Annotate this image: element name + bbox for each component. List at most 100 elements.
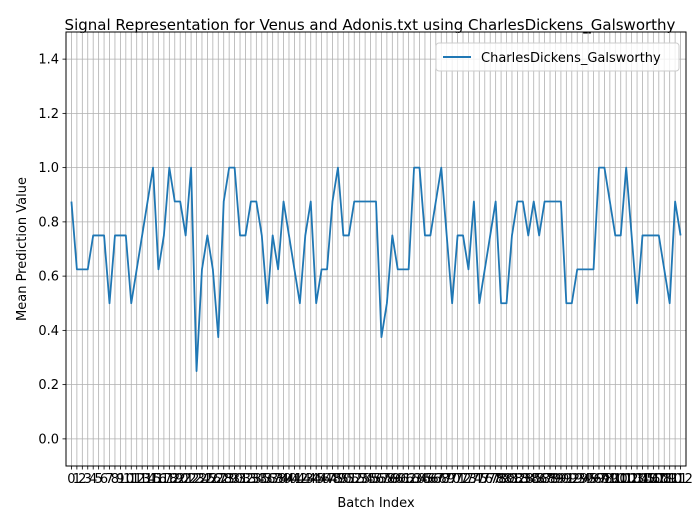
x-tick-label: 90 — [553, 472, 570, 487]
x-tick-label: 109 — [652, 472, 677, 487]
x-tick-label: 5 — [94, 472, 102, 487]
x-tick-label: 49 — [330, 472, 347, 487]
x-tick-label: 112 — [668, 472, 693, 487]
x-tick-label: 42 — [292, 472, 309, 487]
x-tick-label: 47 — [319, 472, 336, 487]
x-tick-label: 77 — [482, 472, 499, 487]
x-tick-label: 28 — [215, 472, 232, 487]
x-tick-label: 38 — [270, 472, 287, 487]
legend-box — [435, 42, 680, 72]
x-tick-label: 2 — [78, 472, 86, 487]
y-tick-label: 0.0 — [38, 432, 59, 447]
x-tick-label: 6 — [100, 472, 108, 487]
x-tick-label: 110 — [657, 472, 682, 487]
x-tick-label: 44 — [302, 472, 319, 487]
x-tick-label: 39 — [275, 472, 292, 487]
x-tick-label: 76 — [476, 472, 493, 487]
x-tick-label: 89 — [547, 472, 564, 487]
x-tick-label: 63 — [406, 472, 423, 487]
x-tick-label: 86 — [531, 472, 548, 487]
x-tick-label: 96 — [585, 472, 602, 487]
y-tick-label: 1.4 — [38, 53, 59, 68]
x-tick-label: 53 — [351, 472, 368, 487]
series-layer — [70, 166, 682, 372]
x-tick-label: 106 — [636, 472, 661, 487]
x-tick-label: 10 — [118, 472, 135, 487]
x-tick-label: 20 — [172, 472, 189, 487]
x-tick-label: 75 — [471, 472, 488, 487]
x-tick-label: 1 — [73, 472, 81, 487]
x-tick-label: 97 — [591, 472, 608, 487]
y-tick-label: 0.4 — [38, 324, 59, 339]
x-tick-label: 71 — [449, 472, 466, 487]
x-tick-label: 29 — [221, 472, 238, 487]
x-tick-label: 56 — [368, 472, 385, 487]
x-tick-label: 69 — [438, 472, 455, 487]
x-tick-label: 80 — [498, 472, 515, 487]
x-tick-label: 40 — [281, 472, 298, 487]
x-tick-label: 59 — [384, 472, 401, 487]
x-tick-label: 79 — [493, 472, 510, 487]
x-tick-label: 84 — [520, 472, 537, 487]
x-tick-label: 68 — [433, 472, 450, 487]
x-tick-label: 9 — [116, 472, 124, 487]
y-tick-label: 1.2 — [38, 107, 59, 122]
x-tick-label: 85 — [525, 472, 542, 487]
x-tick-label: 30 — [226, 472, 243, 487]
x-tick-label: 58 — [379, 472, 396, 487]
x-tick-label: 65 — [417, 472, 434, 487]
x-tick-label: 83 — [515, 472, 532, 487]
y-tick-label: 0.8 — [38, 215, 59, 230]
series-line — [70, 166, 682, 372]
x-tick-label: 67 — [428, 472, 445, 487]
x-tick-label: 8 — [111, 472, 119, 487]
x-tick-label: 3 — [84, 472, 92, 487]
x-tick-label: 52 — [346, 472, 363, 487]
x-tick-label: 11 — [123, 472, 140, 487]
x-tick-label: 94 — [574, 472, 591, 487]
x-tick-label: 99 — [602, 472, 619, 487]
legend: CharlesDickens_Galsworthy — [435, 42, 680, 72]
x-tick-label: 27 — [210, 472, 227, 487]
x-tick-label: 41 — [286, 472, 303, 487]
x-tick-label: 91 — [558, 472, 575, 487]
legend-label: CharlesDickens_Galsworthy — [481, 51, 661, 66]
x-axis-ticks: 0123456789101112131415161718192021222324… — [67, 466, 693, 487]
y-axis-ticks: 0.0 0.2 0.4 0.6 0.8 1.0 1.2 1.4 — [38, 53, 66, 447]
x-tick-label: 4 — [89, 472, 97, 487]
x-tick-label: 31 — [232, 472, 249, 487]
x-tick-label: 19 — [166, 472, 183, 487]
x-tick-label: 60 — [389, 472, 406, 487]
x-tick-label: 33 — [243, 472, 260, 487]
x-tick-label: 102 — [614, 472, 639, 487]
x-tick-label: 13 — [134, 472, 151, 487]
x-tick-label: 17 — [156, 472, 173, 487]
x-tick-label: 21 — [177, 472, 194, 487]
x-tick-label: 92 — [564, 472, 581, 487]
x-tick-label: 72 — [455, 472, 472, 487]
x-tick-label: 100 — [603, 472, 628, 487]
x-tick-label: 7 — [105, 472, 113, 487]
x-tick-label: 98 — [596, 472, 613, 487]
x-tick-label: 0 — [67, 472, 75, 487]
x-tick-label: 74 — [466, 472, 483, 487]
x-tick-label: 104 — [625, 472, 650, 487]
x-tick-label: 73 — [460, 472, 477, 487]
x-tick-label: 95 — [580, 472, 597, 487]
x-tick-label: 15 — [145, 472, 162, 487]
x-tick-label: 57 — [373, 472, 390, 487]
x-tick-label: 66 — [422, 472, 439, 487]
x-tick-label: 64 — [411, 472, 428, 487]
x-tick-label: 14 — [139, 472, 156, 487]
y-axis-label: Mean Prediction Value — [15, 177, 30, 321]
x-tick-label: 22 — [183, 472, 200, 487]
x-tick-label: 51 — [341, 472, 358, 487]
y-tick-label: 0.6 — [38, 270, 59, 285]
x-tick-label: 37 — [264, 472, 281, 487]
x-tick-label: 54 — [357, 472, 374, 487]
x-tick-label: 88 — [542, 472, 559, 487]
x-tick-label: 45 — [308, 472, 325, 487]
x-tick-label: 23 — [188, 472, 205, 487]
